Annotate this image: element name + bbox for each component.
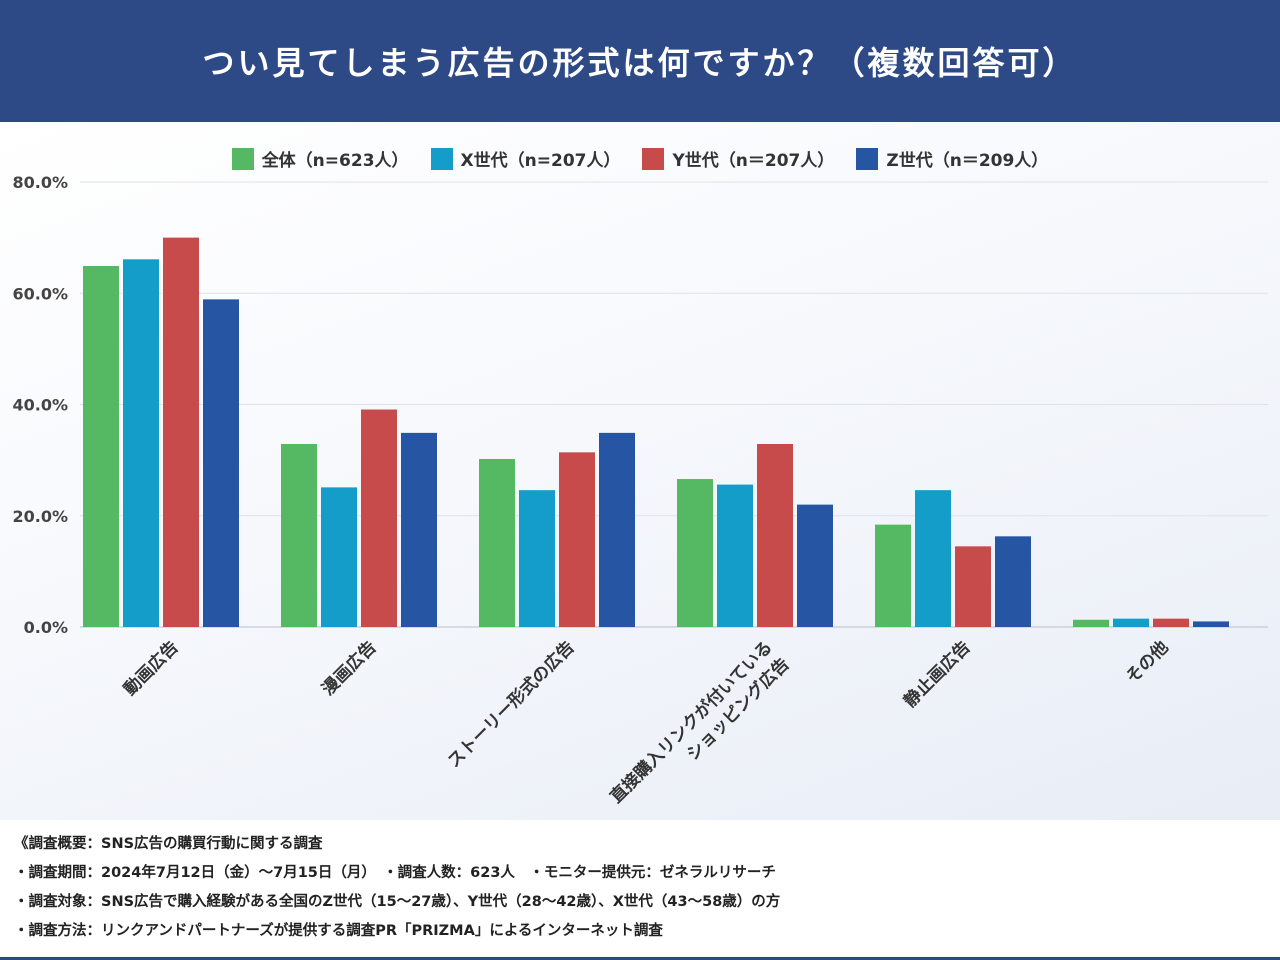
legend-swatch bbox=[231, 147, 254, 170]
y-tick-label: 0.0% bbox=[24, 618, 68, 637]
bar bbox=[123, 259, 159, 627]
bar bbox=[599, 432, 635, 627]
y-tick-label: 20.0% bbox=[12, 507, 68, 526]
header-banner: つい見てしまう広告の形式は何ですか？（複数回答可） bbox=[0, 0, 1280, 122]
y-tick-label: 60.0% bbox=[12, 284, 68, 303]
legend-label: Y世代（n＝207人） bbox=[672, 151, 835, 171]
x-tick-label-line: 漫画広告 bbox=[318, 637, 381, 700]
bar bbox=[401, 432, 437, 627]
x-tick-label: 直接購入リンクが付いているショッピング広告 bbox=[606, 637, 794, 820]
survey-target: ・調査対象：SNS広告で購入経験がある全国のZ世代（15〜27歳）、Y世代（28… bbox=[14, 894, 781, 910]
bar bbox=[519, 490, 555, 627]
x-tick-label-line: 直接購入リンクが付いている bbox=[606, 637, 777, 808]
bar bbox=[1153, 618, 1189, 627]
x-tick-label: その他 bbox=[1122, 637, 1173, 688]
bar bbox=[1193, 621, 1229, 627]
x-tick-label-line: ストーリー形式の広告 bbox=[443, 637, 578, 772]
x-tick-label: 動画広告 bbox=[120, 637, 183, 700]
survey-method: ・調査方法：リンクアンドパートナーズが提供する調査PR「PRIZMA」によるイン… bbox=[14, 923, 663, 939]
bar bbox=[1113, 618, 1149, 627]
x-tick-label-line: 動画広告 bbox=[120, 637, 183, 700]
y-tick-label: 80.0% bbox=[12, 173, 68, 192]
bar bbox=[915, 490, 951, 627]
bar-chart: 0.0% 20.0% 40.0% 60.0% 80.0% 動画広告 漫画広告 ストーリー形式の… bbox=[12, 173, 1268, 820]
survey-overview: 《調査概要：SNS広告の購買行動に関する調査 bbox=[14, 836, 323, 852]
bar bbox=[163, 237, 199, 627]
bar bbox=[955, 546, 991, 627]
chart-title: つい見てしまう広告の形式は何ですか？（複数回答可） bbox=[202, 44, 1078, 82]
bar bbox=[559, 452, 595, 627]
bar bbox=[479, 459, 515, 627]
y-tick-label: 40.0% bbox=[12, 396, 68, 415]
legend-item: Y世代（n＝207人） bbox=[642, 146, 834, 171]
bar bbox=[361, 409, 397, 627]
x-tick-label-line: 静止画広告 bbox=[900, 637, 975, 712]
bar bbox=[995, 536, 1031, 627]
legend-swatch bbox=[856, 147, 879, 170]
x-tick-label: ストーリー形式の広告 bbox=[443, 637, 578, 772]
chart-legend: 全体（n=623人） X世代（n=207人） Y世代（n＝207人） Z世代（n＝20… bbox=[0, 146, 1280, 171]
legend-swatch bbox=[642, 147, 665, 170]
x-tick-label-line: その他 bbox=[1122, 637, 1173, 688]
bar bbox=[1073, 619, 1109, 627]
bar bbox=[281, 443, 317, 627]
legend-label: Z世代（n＝209人） bbox=[886, 151, 1049, 171]
legend-label: X世代（n=207人） bbox=[460, 151, 621, 171]
legend-item: Z世代（n＝209人） bbox=[856, 146, 1048, 171]
bar bbox=[797, 504, 833, 627]
legend-label: 全体（n=623人） bbox=[261, 151, 409, 171]
survey-period: ・調査期間：2024年7月12日（金）〜7月15日（月） ・調査人数：623人 … bbox=[14, 865, 776, 881]
bar bbox=[757, 443, 793, 627]
bar bbox=[875, 524, 911, 627]
legend-item: X世代（n=207人） bbox=[430, 146, 621, 171]
bar bbox=[717, 484, 753, 627]
x-tick-label: 漫画広告 bbox=[318, 637, 381, 700]
bar bbox=[321, 487, 357, 627]
bar bbox=[83, 265, 119, 627]
bar bbox=[677, 479, 713, 627]
survey-summary: 《調査概要：SNS広告の購買行動に関する調査 ・調査期間：2024年7月12日（… bbox=[0, 820, 1280, 960]
legend-item: 全体（n=623人） bbox=[231, 146, 409, 171]
x-tick-label: 静止画広告 bbox=[900, 637, 975, 712]
bar bbox=[203, 299, 239, 627]
legend-swatch bbox=[430, 147, 453, 170]
